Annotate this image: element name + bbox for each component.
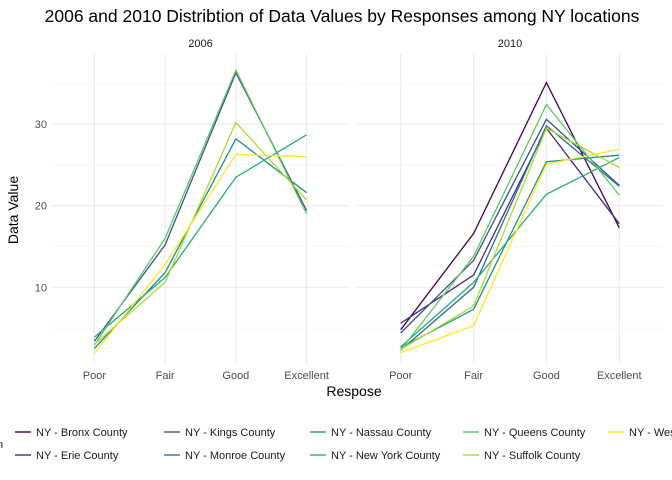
series-line-ny-queens-county-2010	[400, 103, 620, 351]
x-tick-label: Good	[533, 370, 560, 382]
y-tick-label: 20	[35, 201, 47, 213]
panel-2006: Poor Fair Good Excellent 10 20 30 2006	[35, 38, 349, 382]
x-axis-title: Respose	[326, 383, 381, 399]
legend-label: NY - Suffolk County	[484, 450, 581, 462]
legend-label: NY - Nassau County	[331, 427, 432, 439]
x-tick-label: Excellent	[597, 370, 642, 382]
legend-item-ny-erie-county: NY - Erie County	[15, 450, 119, 462]
series-line-ny-kings-county-2010	[400, 118, 620, 334]
legend-item-ny-kings-county: NY - Kings County	[164, 427, 276, 439]
legend-item-ny-nassau-county: NY - Nassau County	[310, 427, 432, 439]
x-tick-label: Excellent	[284, 370, 329, 382]
legend-label: NY - Bronx County	[36, 427, 128, 439]
legend-label: NY - Westchester County	[629, 427, 672, 439]
legend-label: NY - Monroe County	[185, 450, 286, 462]
legend-label: NY - Kings County	[185, 427, 276, 439]
series-line-ny-suffolk-county-2010	[400, 127, 620, 350]
y-axis-title: Data Value	[5, 176, 21, 244]
series-line-ny-new-york-county-2010	[400, 157, 620, 348]
panel-2010: Poor Fair Good Excellent 2010	[357, 38, 663, 382]
series-line-ny-queens-county-2006	[93, 68, 308, 346]
series-line-ny-westchester-county-2006	[93, 153, 307, 354]
y-tick-label: 10	[35, 282, 47, 294]
legend-label: NY - New York County	[331, 450, 441, 462]
facet-label: 2010	[498, 38, 522, 50]
x-tick-label: Poor	[389, 370, 413, 382]
legend-item-ny-monroe-county: NY - Monroe County	[164, 450, 286, 462]
series-line-ny-suffolk-county-2006	[93, 121, 308, 345]
legend-title: n	[0, 439, 3, 451]
x-tick-label: Fair	[156, 370, 175, 382]
series-line-ny-nassau-county-2010	[400, 154, 620, 349]
legend-label: NY - Queens County	[484, 427, 586, 439]
y-tick-label: 30	[35, 119, 47, 131]
legend-label: NY - Erie County	[36, 450, 119, 462]
series-line-ny-nassau-county-2006	[93, 137, 307, 349]
legend-item-ny-new-york-county: NY - New York County	[310, 450, 441, 462]
facet-panels: Poor Fair Good Excellent 10 20 30 2006 Poor Fair G…	[35, 38, 663, 382]
legend-item-ny-westchester-county: NY - Westchester County	[608, 427, 672, 439]
chart-title: 2006 and 2010 Distribtion of Data Values…	[45, 6, 640, 26]
legend-item-ny-queens-county: NY - Queens County	[463, 427, 586, 439]
legend-item-ny-bronx-county: NY - Bronx County	[15, 427, 128, 439]
x-tick-label: Good	[222, 370, 249, 382]
facet-label: 2006	[188, 38, 212, 50]
legend: n NY - Bronx County NY - Erie County NY - …	[0, 427, 672, 462]
series-line-ny-monroe-county-2010	[400, 124, 620, 351]
series-line-ny-westchester-county-2010	[400, 148, 620, 354]
legend-item-ny-suffolk-county: NY - Suffolk County	[463, 450, 581, 462]
x-tick-label: Fair	[464, 370, 483, 382]
x-tick-label: Poor	[83, 370, 107, 382]
